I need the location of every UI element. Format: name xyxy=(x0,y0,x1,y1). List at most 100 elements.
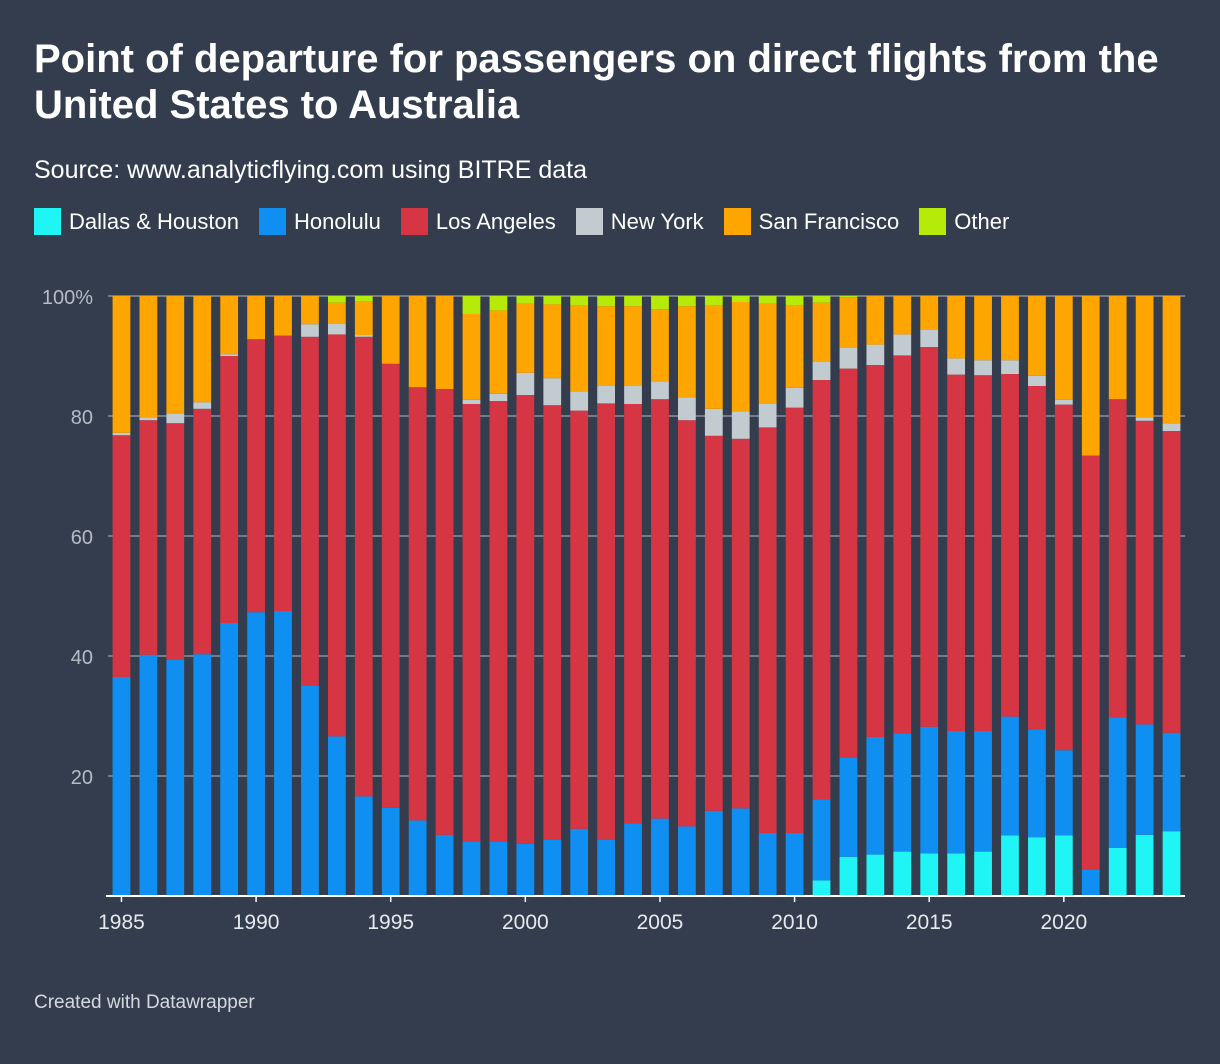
x-tick-label: 1995 xyxy=(367,911,414,934)
bar-segment xyxy=(301,686,319,896)
chart-legend: Dallas & Houston Honolulu Los Angeles Ne… xyxy=(34,208,1029,235)
bar-segment xyxy=(893,334,912,356)
bar-segment xyxy=(866,737,885,855)
bar-segment xyxy=(947,731,966,854)
y-tick-label: 100% xyxy=(42,287,93,309)
bar-segment xyxy=(1028,386,1046,730)
bar-segment xyxy=(1028,729,1046,838)
bar-segment xyxy=(166,423,185,660)
bar-segment xyxy=(193,296,212,403)
bar-segment xyxy=(1135,296,1154,418)
bar-segment xyxy=(866,854,885,896)
legend-item-los-angeles: Los Angeles xyxy=(400,208,556,235)
bar-segment xyxy=(785,407,804,833)
x-tick-label: 1985 xyxy=(98,911,145,934)
x-tick-label: 2020 xyxy=(1040,911,1087,934)
bar-segment xyxy=(678,420,696,827)
bar-segment xyxy=(247,612,265,896)
bar-segment xyxy=(839,758,858,857)
bar-segment xyxy=(893,296,912,335)
bar-segment xyxy=(543,304,562,379)
bar-segment xyxy=(354,335,373,337)
bar-segment xyxy=(839,347,858,369)
bar-segment xyxy=(1028,296,1046,376)
bar-segment xyxy=(839,368,858,758)
bar-segment xyxy=(1028,375,1046,386)
bars xyxy=(112,296,1181,896)
bar-segment xyxy=(193,402,212,409)
legend-swatch xyxy=(258,208,286,235)
bar-segment xyxy=(327,334,346,737)
bar-segment xyxy=(597,306,615,386)
bar-segment xyxy=(570,391,589,411)
bar-segment xyxy=(839,296,858,298)
legend-label: Other xyxy=(954,208,1010,234)
bar-segment xyxy=(462,404,481,842)
bar-segment xyxy=(704,296,723,305)
bar-segment xyxy=(139,420,158,655)
bar-segment xyxy=(193,408,212,655)
bar-segment xyxy=(974,296,992,361)
bar-segment xyxy=(893,733,912,852)
bar-segment xyxy=(408,296,427,388)
bar-segment xyxy=(624,404,642,824)
bar-segment xyxy=(947,296,966,359)
legend-item-other: Other xyxy=(919,208,1009,235)
bar-segment xyxy=(220,356,239,623)
x-tick-label: 2015 xyxy=(906,911,953,934)
bar-segment xyxy=(785,296,804,305)
bar-segment xyxy=(920,296,939,330)
bar-segment xyxy=(1162,296,1181,424)
bar-segment xyxy=(947,374,966,731)
bar-segment xyxy=(758,404,777,428)
bar-segment xyxy=(1054,399,1073,405)
bar-segment xyxy=(1054,296,1073,400)
legend-label: Dallas & Houston xyxy=(69,208,239,234)
bar-segment xyxy=(516,843,535,896)
bar-segment xyxy=(220,296,239,355)
y-tick-label: 20 xyxy=(71,767,93,789)
bar-segment xyxy=(704,435,723,811)
bar-segment xyxy=(1162,423,1181,431)
x-tick-label: 2000 xyxy=(502,911,549,934)
bar-segment xyxy=(785,305,804,388)
bar-segment xyxy=(462,841,481,896)
chart-title: Point of departure for passengers on dir… xyxy=(34,37,1159,127)
bar-segment xyxy=(624,386,642,404)
bar-segment xyxy=(381,363,400,808)
bar-segment xyxy=(327,296,346,303)
bar-segment xyxy=(1054,404,1073,751)
bar-segment xyxy=(651,296,669,310)
bar-segment xyxy=(1054,750,1073,836)
bar-segment xyxy=(893,851,912,896)
bar-segment xyxy=(247,339,265,613)
bar-segment xyxy=(1081,869,1100,896)
bar-segment xyxy=(220,623,239,896)
bar-segment xyxy=(758,427,777,833)
bar-segment xyxy=(758,303,777,404)
bar-segment xyxy=(570,410,589,829)
bar-segment xyxy=(516,372,535,395)
bar-segment xyxy=(327,736,346,896)
bar-segment xyxy=(381,296,400,364)
bar-segment xyxy=(112,296,131,433)
bar-segment xyxy=(570,305,589,392)
bar-segment xyxy=(1081,455,1100,870)
bar-segment xyxy=(1001,360,1019,374)
bar-segment xyxy=(489,393,508,401)
bar-segment xyxy=(597,386,615,404)
bar-segment xyxy=(785,387,804,408)
gridlines xyxy=(108,295,1185,777)
bar-segment xyxy=(570,828,589,896)
bar-segment xyxy=(974,851,992,896)
bar-segment xyxy=(678,296,696,307)
bar-segment xyxy=(301,296,319,325)
bar-segment xyxy=(516,303,535,373)
bar-segment xyxy=(731,302,750,412)
x-tick-label: 2005 xyxy=(637,911,684,934)
legend-label: Honolulu xyxy=(293,208,381,234)
bar-segment xyxy=(435,834,454,896)
y-tick-label: 40 xyxy=(71,647,93,669)
bar-segment xyxy=(651,309,669,382)
bar-segment xyxy=(866,365,885,737)
